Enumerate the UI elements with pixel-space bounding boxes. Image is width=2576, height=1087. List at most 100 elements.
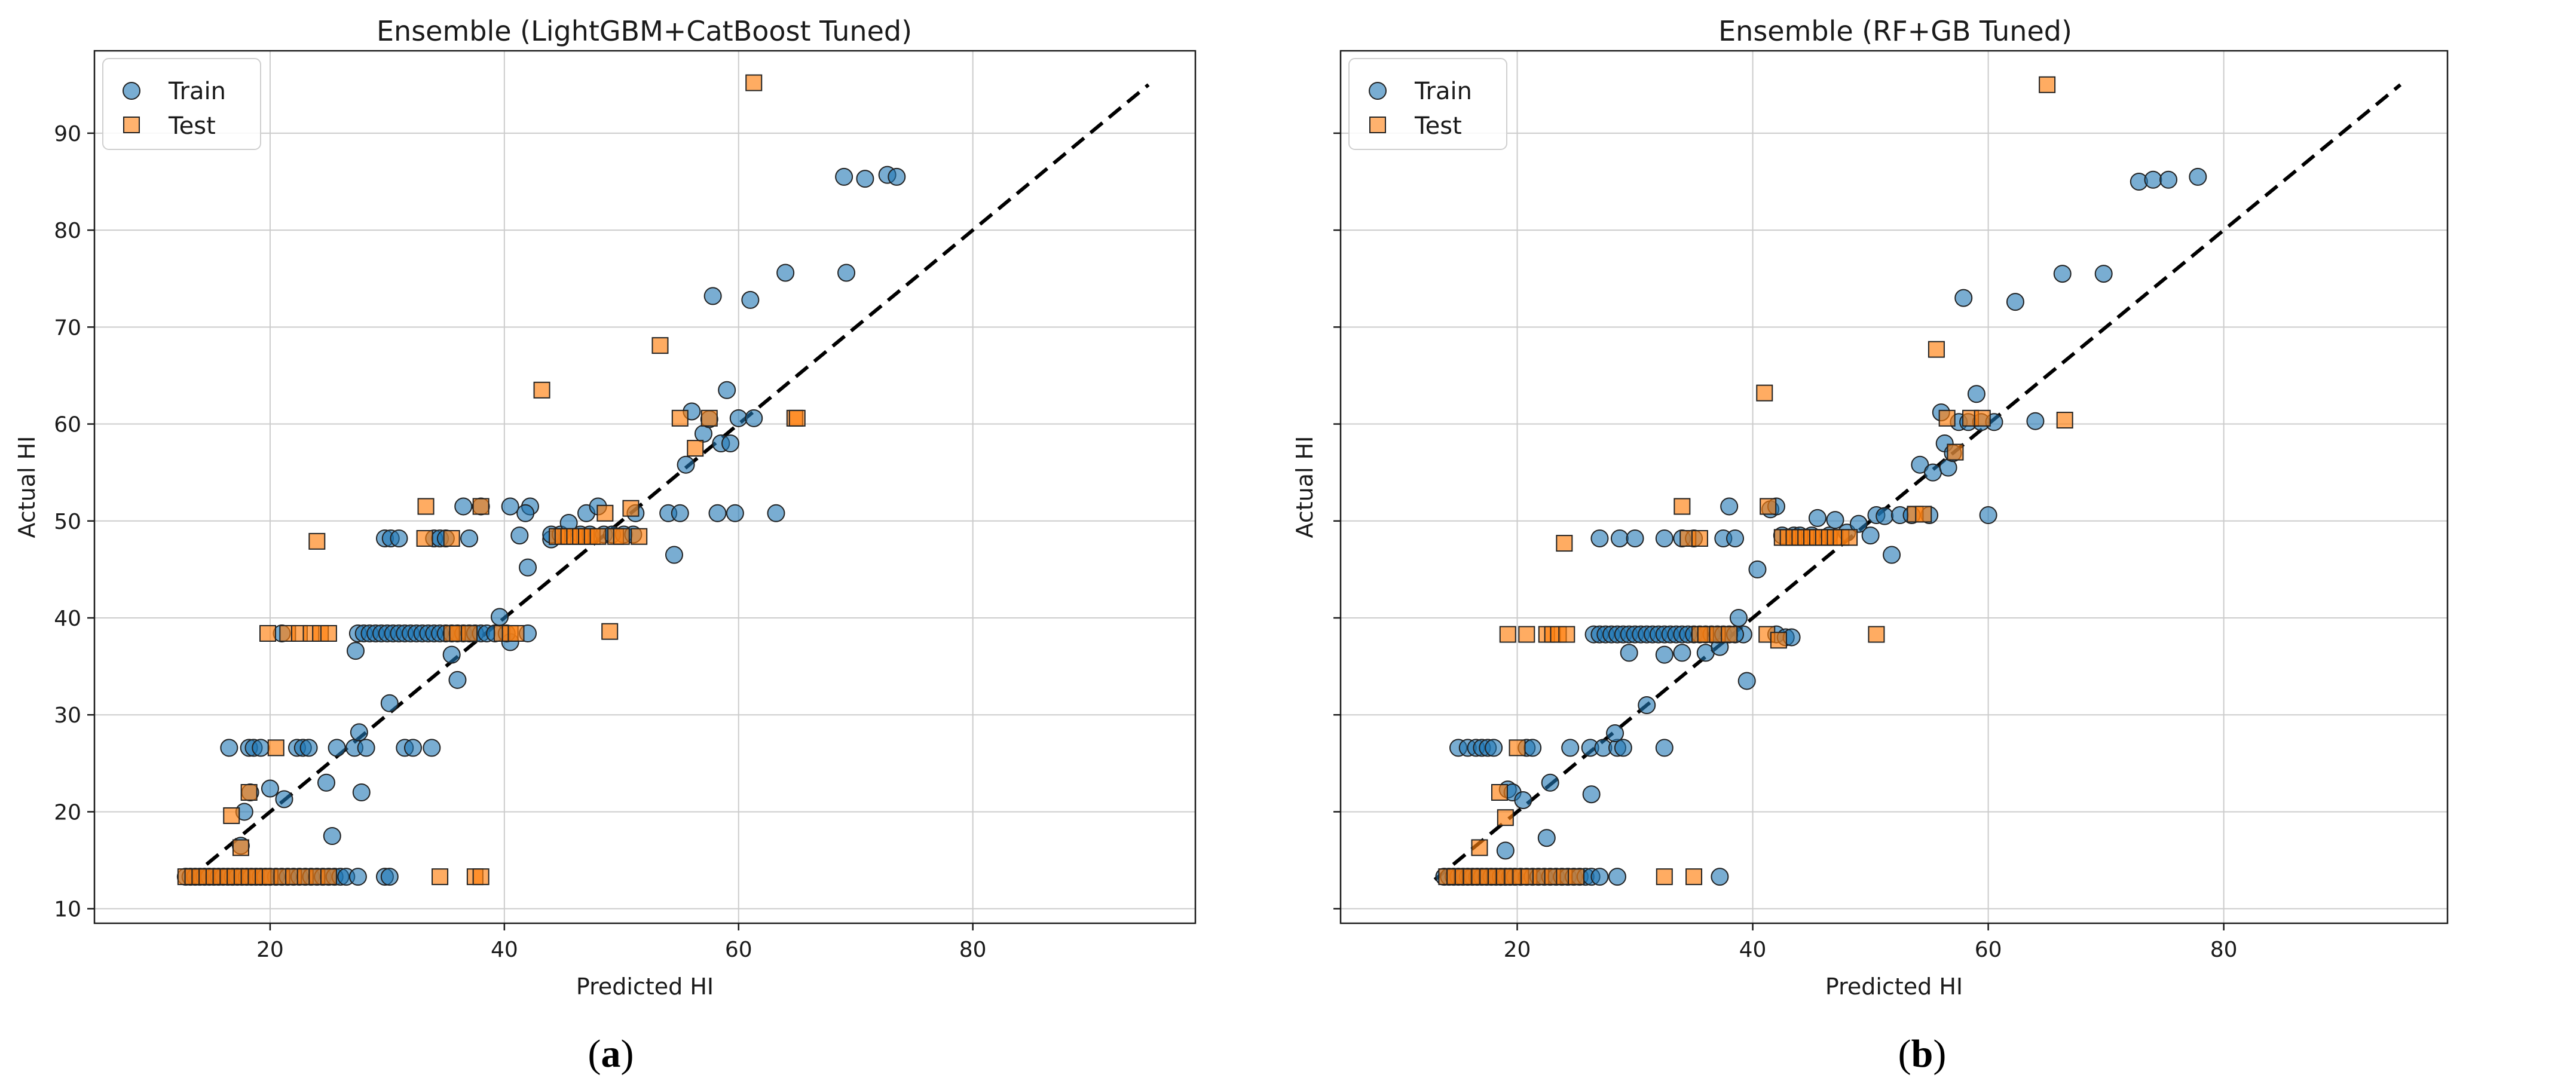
panel-b-test-point [1518, 626, 1535, 643]
panel-a-legend: Train Test [102, 58, 261, 150]
panel-b-test-point [1568, 868, 1585, 886]
panel-a-test-point [223, 807, 240, 824]
panel-b-train-point [1737, 672, 1756, 690]
panel-b-legend-test-label: Test [1414, 112, 1462, 140]
panel-a-y-tick-label: 90 [54, 122, 81, 146]
panel-a-test-point [472, 868, 489, 886]
panel-b-train-point [1582, 785, 1601, 804]
panel-b-legend-box [1348, 58, 1507, 150]
panel-a-ideal-line [186, 83, 1150, 881]
panel-a-y-tick-label: 40 [54, 607, 81, 631]
panel-a-x-tick-label: 40 [491, 938, 518, 962]
panel-b-test-point [1556, 535, 1573, 552]
panel-b-train-point [1523, 739, 1542, 757]
panel-b-train-point [1726, 529, 1745, 547]
panel-b-train-point [1861, 526, 1880, 545]
panel-a-test-point [461, 624, 478, 642]
panel-b-train-point [1655, 529, 1674, 547]
panel-b-test-point [1691, 529, 1708, 547]
panel-b-train-point [1655, 739, 1674, 757]
panel-b-train-point [1608, 868, 1626, 886]
panel-b-legend: Train Test [1348, 58, 1507, 150]
panel-b-train-point [2026, 412, 2045, 430]
panel-a-train-point [721, 434, 740, 452]
panel-b-test-point [1721, 626, 1738, 643]
panel-b-x-label: Predicted HI [1825, 973, 1963, 1000]
panel-a-train-point [404, 739, 423, 757]
panel-a-legend-test-marker [123, 117, 140, 133]
panel-a-test-point [507, 624, 525, 642]
panel-a-test-point [232, 839, 249, 856]
panel-b-train-point [1514, 791, 1532, 809]
panel-a-train-point [352, 783, 371, 801]
panel-a-train-point [776, 264, 795, 282]
panel-a-test-point [700, 409, 718, 427]
panel-b-train-point [1638, 696, 1656, 714]
panel-a-train-point [220, 739, 238, 757]
panel-b-test-point [1928, 341, 1945, 358]
panel-a-train-point [448, 670, 467, 689]
panel-b-x-tick-label: 20 [1504, 938, 1531, 962]
panel-a-train-point [380, 694, 399, 712]
panel-b-train-point [1541, 773, 1559, 792]
panel-a-test-point [622, 500, 640, 517]
panel-b-test-point [1938, 409, 1956, 427]
panel-a-y-axis: 10 20 30 40 50 60 70 80 90 [54, 122, 94, 922]
panel-a-train-point [328, 739, 346, 757]
panel-a-x-tick-label: 80 [959, 938, 987, 962]
panel-b-train-point [1826, 511, 1844, 529]
panel-b-test-point [1915, 506, 1932, 523]
panel-b-test-point [1841, 529, 1858, 546]
panel-a-train-point [491, 608, 509, 626]
panel-b-legend-test-marker [1369, 117, 1386, 133]
panel-a-train-point [671, 504, 689, 522]
panel-b-test-point [1656, 868, 1673, 886]
panel-b-test-point [1674, 498, 1691, 515]
panel-b-train-point [1561, 739, 1580, 757]
panel-a-test-series [177, 74, 806, 886]
panel-a-train-point [729, 409, 748, 427]
panel-b-train-point [1808, 509, 1827, 527]
panel-a-test-point [631, 528, 648, 545]
panel-a-train-point [390, 529, 408, 547]
panel-a-y-tick-label: 10 [54, 898, 81, 922]
panel-b-train-point [1924, 463, 1942, 482]
panel-a-train-point [718, 381, 736, 399]
panel-a-train-point [708, 504, 727, 522]
panel-a-y-tick-label: 70 [54, 316, 81, 340]
panel-b-test-point [1471, 839, 1488, 856]
panel-b-x-tick-label: 60 [1975, 938, 2002, 962]
panel-a-test-point [671, 409, 689, 427]
panel-a-test-point [601, 623, 619, 640]
panel-b-test-point [1558, 626, 1575, 643]
panel-a-y-tick-label: 30 [54, 703, 81, 728]
panel-a-test-point [320, 624, 337, 642]
panel-a-legend-box [102, 58, 261, 150]
panel-b-train-point [1979, 506, 1997, 525]
panel-a-y-tick-label: 80 [54, 219, 81, 243]
panel-b-train-point [2094, 265, 2113, 283]
panel-b-y-label: Actual HI [1292, 436, 1318, 538]
panel-b-legend-train-marker [1369, 82, 1387, 100]
panel-b-train-point [1610, 529, 1629, 547]
panel-a-test-point [416, 529, 433, 547]
panel-a-test-point [259, 624, 277, 642]
panel-a-y-label: Actual HI [14, 436, 40, 538]
panel-b-train-point [1748, 560, 1767, 578]
panel-b-test-point [1760, 498, 1777, 515]
panel-a-y-tick-label: 50 [54, 510, 81, 534]
panel-a-train-point [726, 504, 744, 522]
panel-a-test-point [745, 74, 763, 91]
panel-a-legend-test-label: Test [168, 112, 216, 140]
panel-b-train-point [2144, 170, 2162, 189]
panel-b-train-point [1606, 724, 1624, 743]
panel-b-train-point [1537, 829, 1556, 847]
panel-a-test-point [443, 529, 460, 547]
panel-a: Ensemble (LightGBM+CatBoost Tuned) 20 40 6… [14, 15, 1197, 1000]
panel-b-train-point [1729, 609, 1748, 627]
panel-a-train-point [665, 546, 683, 564]
panel-b-x-axis: 20 40 60 80 [1504, 923, 2238, 962]
panel-b-train-point [1673, 644, 1691, 662]
panel-a-train-point [357, 739, 375, 757]
panel-a-ideal-line-layer [186, 83, 1150, 881]
